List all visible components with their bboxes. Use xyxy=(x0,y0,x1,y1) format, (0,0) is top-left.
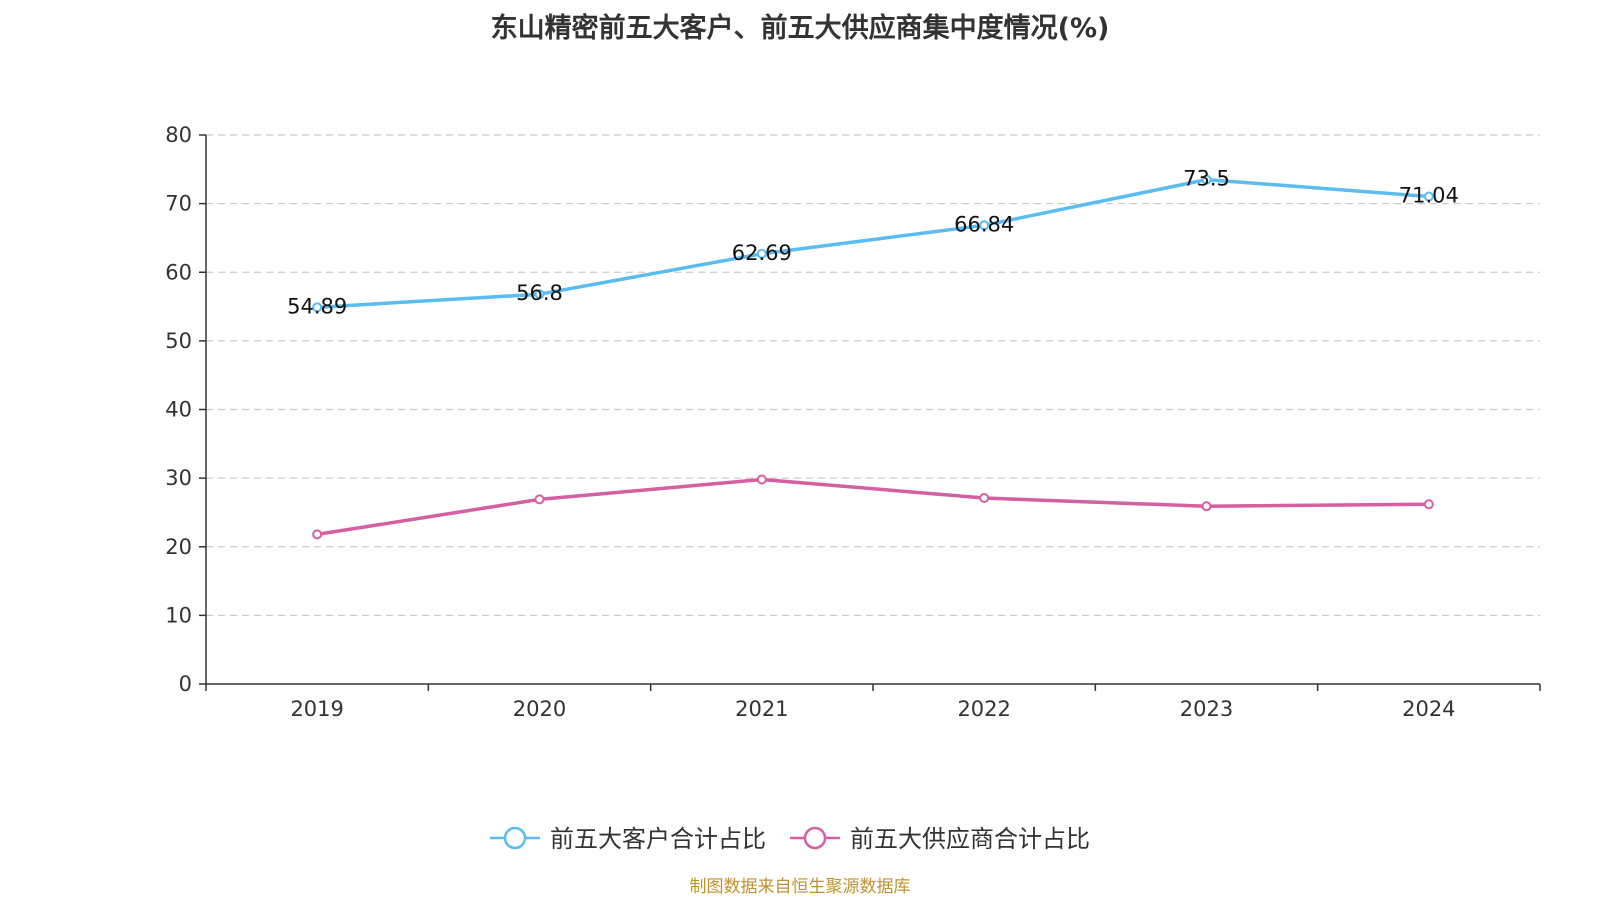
data-point-s2-2024 xyxy=(1423,499,1434,510)
legend[interactable]: 前五大客户合计占比 前五大供应商合计占比 xyxy=(490,825,1090,853)
data-point-s1-2024 xyxy=(1423,191,1434,202)
x-tick-label-2019: 2019 xyxy=(290,697,343,721)
legend-marker-icon xyxy=(803,826,827,850)
data-label-s1-2019: 54.89 xyxy=(287,294,347,318)
x-tick-label-2022: 2022 xyxy=(957,697,1010,721)
x-tick-label-2020: 2020 xyxy=(513,697,566,721)
data-label-s1-2024: 71.04 xyxy=(1399,183,1459,207)
y-tick-label-70: 70 xyxy=(165,192,192,216)
data-source-note: 制图数据来自恒生聚源数据库 xyxy=(689,877,911,897)
data-label-s1-2020: 56.8 xyxy=(516,281,563,305)
x-tick-label-2021: 2021 xyxy=(735,697,788,721)
data-labels: 54.89 56.8 62.69 66.84 73.5 71.04 xyxy=(287,167,1459,319)
series-line-1 xyxy=(317,177,1429,310)
y-tick-label-20: 20 xyxy=(165,535,192,559)
x-tick-label-2023: 2023 xyxy=(1180,697,1233,721)
axes: 0 10 20 30 40 50 60 70 80 2019 2020 2021 2022 2023 202… xyxy=(165,123,1541,721)
data-point-s1-2020 xyxy=(534,289,545,300)
legend-item-2[interactable]: 前五大供应商合计占比 xyxy=(790,825,1090,853)
legend-item-1[interactable]: 前五大客户合计占比 xyxy=(490,825,766,853)
y-tick-label-50: 50 xyxy=(165,329,192,353)
y-tick-label-60: 60 xyxy=(165,260,192,284)
legend-label: 前五大客户合计占比 xyxy=(550,825,766,853)
legend-label: 前五大供应商合计占比 xyxy=(850,825,1090,853)
chart-title: 东山精密前五大客户、前五大供应商集中度情况(%) xyxy=(490,13,1110,44)
data-point-s2-2019 xyxy=(312,529,323,540)
data-point-s1-2021 xyxy=(756,248,767,259)
y-tick-label-10: 10 xyxy=(165,603,192,627)
legend-marker-icon xyxy=(503,826,527,850)
y-tick-label-30: 30 xyxy=(165,466,192,490)
grid-lines xyxy=(206,134,1540,617)
y-tick-label-40: 40 xyxy=(165,398,192,422)
data-label-s1-2021: 62.69 xyxy=(732,241,792,265)
data-point-s2-2022 xyxy=(979,493,990,504)
data-point-s1-2023 xyxy=(1201,174,1212,185)
series-line-2 xyxy=(316,477,1429,537)
data-point-s2-2021 xyxy=(756,474,767,485)
data-point-s2-2020 xyxy=(534,494,545,505)
x-tick-label-2024: 2024 xyxy=(1402,697,1455,721)
data-label-s1-2023: 73.5 xyxy=(1183,167,1230,191)
series-lines xyxy=(312,174,1434,540)
data-point-s1-2022 xyxy=(979,220,990,231)
y-tick-label-80: 80 xyxy=(165,123,192,147)
data-point-s1-2019 xyxy=(312,302,323,313)
data-point-s2-2023 xyxy=(1201,501,1212,512)
y-tick-label-0: 0 xyxy=(179,672,192,696)
data-label-s1-2022: 66.84 xyxy=(954,212,1014,236)
